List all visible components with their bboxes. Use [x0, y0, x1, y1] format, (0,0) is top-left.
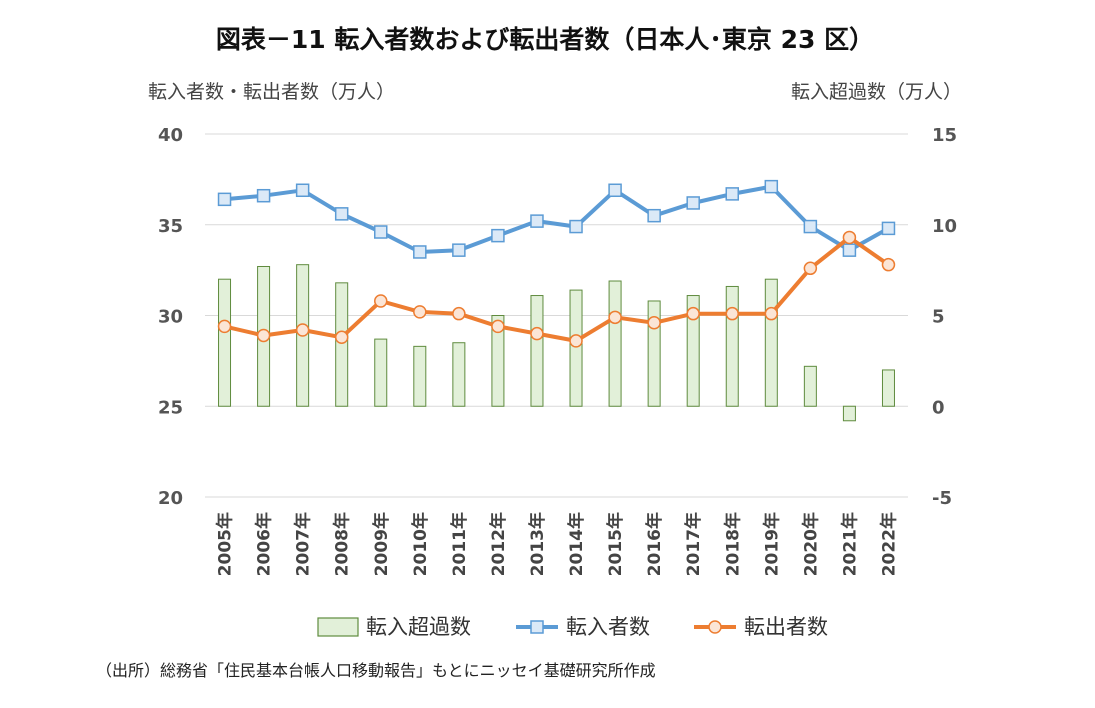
left-tick-label: 25 [158, 397, 183, 418]
series-line [224, 235, 890, 343]
point [647, 316, 661, 330]
right-axis-title: 転入超過数（万人） [791, 81, 962, 103]
bar [608, 280, 622, 407]
bar [569, 289, 583, 407]
x-tick-label: 2014年 [566, 512, 587, 576]
point [334, 207, 349, 221]
point [842, 243, 857, 257]
x-tick-label: 2016年 [644, 512, 665, 576]
point [842, 230, 857, 245]
gridlines [205, 133, 908, 498]
bar [491, 315, 505, 407]
point [725, 306, 739, 321]
point [803, 219, 818, 234]
point [647, 208, 661, 223]
point [881, 221, 896, 236]
left-axis-title: 転入者数・転出者数（万人） [148, 81, 395, 103]
legend-marker-outflow [708, 620, 722, 634]
point [608, 310, 622, 325]
x-tick-label: 2007年 [293, 512, 314, 576]
point [217, 319, 232, 334]
left-tick-label: 40 [158, 125, 183, 146]
bar [218, 278, 232, 407]
line-series-outflow [217, 230, 896, 348]
bar [374, 338, 388, 407]
point [374, 225, 388, 239]
bar [725, 285, 739, 407]
point [295, 323, 310, 337]
point [452, 306, 466, 321]
x-tick-label: 2013年 [527, 512, 548, 576]
point [686, 196, 700, 210]
source-note: （出所）総務省「住民基本台帳人口移動報告」もとにニッセイ基礎研究所作成 [96, 661, 656, 680]
point [334, 330, 349, 345]
point [256, 188, 271, 203]
x-tick-label: 2022年 [879, 512, 900, 576]
bar [335, 282, 349, 407]
legend-swatch-net-inflow [317, 617, 359, 637]
bar [803, 365, 817, 407]
x-tick-label: 2005年 [215, 512, 236, 576]
bar [413, 345, 427, 407]
point [256, 328, 271, 343]
right-tick-label: 15 [932, 125, 957, 146]
x-axis-ticks: 2005年 2006年 2007年 2008年 2009年 2010年 2011年 2012年… [215, 512, 900, 576]
point [295, 183, 310, 198]
legend-marker-inflow [530, 620, 544, 634]
right-axis-ticks: 15 10 5 0 -5 [932, 125, 957, 509]
x-tick-label: 2010年 [410, 512, 431, 576]
right-tick-label: 10 [932, 216, 957, 237]
legend-label-inflow: 転入者数 [566, 615, 650, 639]
left-axis-ticks: 40 35 30 25 20 [158, 125, 183, 509]
point [881, 257, 896, 272]
point [491, 319, 505, 334]
legend-label-net-inflow: 転入超過数 [366, 615, 471, 639]
point [217, 192, 232, 207]
left-tick-label: 20 [158, 488, 183, 509]
point [452, 243, 466, 257]
x-tick-label: 2020年 [800, 512, 821, 576]
legend-label-outflow: 転出者数 [744, 615, 828, 639]
point [569, 219, 583, 234]
point [803, 261, 818, 276]
line-series-inflow [217, 179, 896, 259]
bar [842, 405, 856, 422]
point [764, 179, 779, 194]
bar [452, 342, 466, 407]
point [530, 214, 544, 228]
point [413, 305, 427, 319]
bar [530, 295, 544, 407]
point [530, 326, 544, 341]
x-tick-label: 2017年 [683, 512, 704, 576]
legend: 転入超過数 転入者数 転出者数 [317, 615, 828, 639]
point [764, 306, 779, 321]
right-tick-label: 5 [932, 307, 945, 328]
bar [686, 295, 700, 407]
point [725, 187, 739, 201]
point [413, 245, 427, 259]
bar [764, 278, 778, 407]
point [374, 294, 388, 308]
x-tick-label: 2019年 [761, 512, 782, 576]
series-line [224, 184, 890, 254]
point [686, 306, 700, 321]
x-tick-label: 2012年 [488, 512, 509, 576]
left-tick-label: 30 [158, 307, 183, 328]
x-tick-label: 2015年 [605, 512, 626, 576]
x-tick-label: 2009年 [371, 512, 392, 576]
x-tick-label: 2011年 [449, 512, 470, 576]
chart-title: 図表－11 転入者数および転出者数（日本人･東京 23 区） [216, 25, 874, 54]
x-tick-label: 2008年 [332, 512, 353, 576]
left-tick-label: 35 [158, 216, 183, 237]
right-tick-label: -5 [932, 488, 952, 509]
x-tick-label: 2021年 [839, 512, 860, 576]
point [608, 183, 622, 198]
right-tick-label: 0 [932, 397, 945, 418]
point [569, 334, 583, 348]
point [491, 228, 505, 243]
bar [881, 369, 895, 407]
x-tick-label: 2018年 [722, 512, 743, 576]
x-tick-label: 2006年 [254, 512, 275, 576]
